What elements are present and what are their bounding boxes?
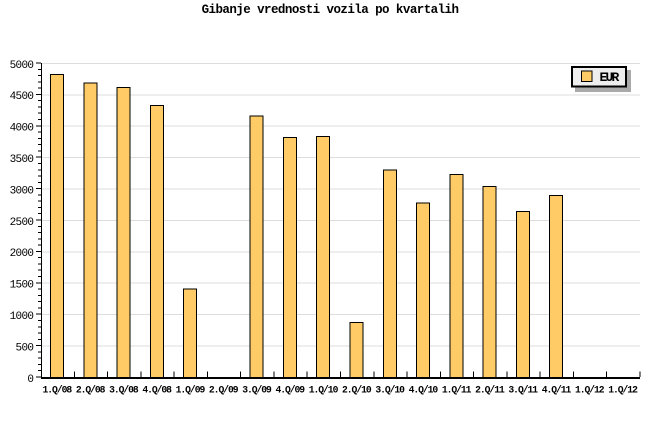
svg-text:2.Q/08: 2.Q/08 [76,384,106,395]
svg-text:1.Q/10: 1.Q/10 [309,384,339,395]
svg-text:2.Q/11: 2.Q/11 [475,384,505,395]
svg-text:0: 0 [27,374,33,386]
svg-text:3000: 3000 [10,185,34,197]
svg-text:3.Q/11: 3.Q/11 [508,384,538,395]
svg-text:3.Q/10: 3.Q/10 [375,384,405,395]
svg-text:4000: 4000 [10,123,34,135]
svg-text:1000: 1000 [10,311,34,323]
svg-text:4.Q/09: 4.Q/09 [275,384,305,395]
svg-text:2500: 2500 [10,217,34,229]
svg-text:5000: 5000 [10,60,34,72]
svg-text:1.Q/08: 1.Q/08 [43,384,73,395]
svg-text:1.Q/12: 1.Q/12 [608,384,638,395]
svg-text:Gibanje vrednosti vozila po kv: Gibanje vrednosti vozila po kvartalih [202,3,459,17]
svg-text:3.Q/08: 3.Q/08 [109,384,139,395]
svg-text:4.Q/11: 4.Q/11 [542,384,572,395]
svg-text:4500: 4500 [10,91,34,103]
svg-text:2.Q/10: 2.Q/10 [342,384,372,395]
svg-text:2000: 2000 [10,248,34,260]
svg-text:3500: 3500 [10,154,34,166]
svg-text:2.Q/09: 2.Q/09 [209,384,239,395]
svg-text:EUR: EUR [600,70,620,85]
svg-text:3.Q/09: 3.Q/09 [242,384,272,395]
svg-text:1.Q/12: 1.Q/12 [575,384,605,395]
svg-text:4.Q/10: 4.Q/10 [409,384,439,395]
svg-text:1.Q/09: 1.Q/09 [176,384,206,395]
svg-text:500: 500 [16,342,34,354]
svg-text:1.Q/11: 1.Q/11 [442,384,472,395]
svg-text:1500: 1500 [10,280,34,292]
svg-text:4.Q/08: 4.Q/08 [142,384,172,395]
